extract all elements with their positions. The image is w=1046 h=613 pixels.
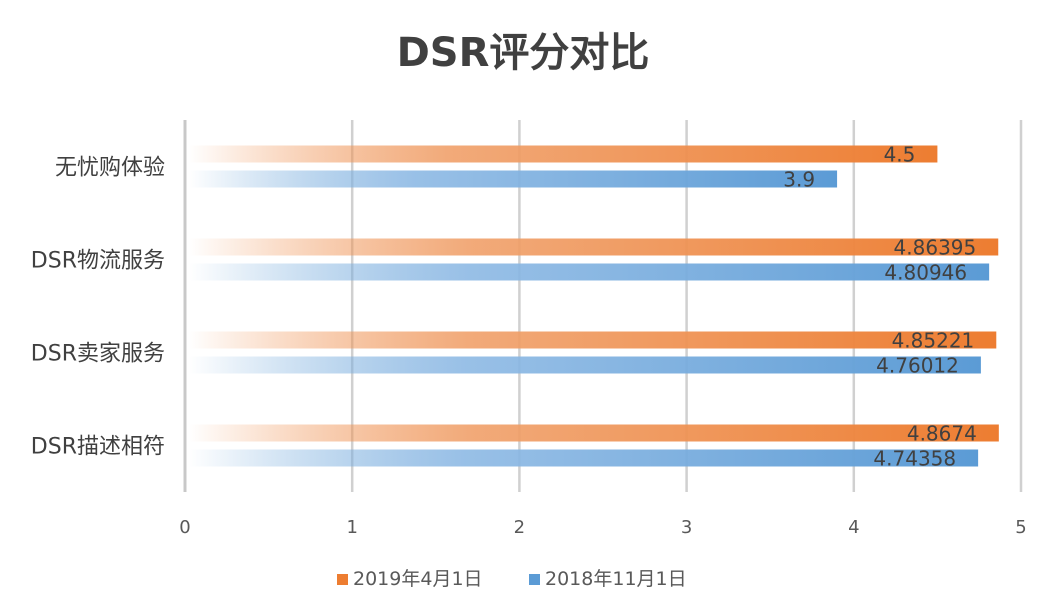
bar [189,356,981,374]
bars [189,145,999,467]
bar [189,238,999,256]
data-label: 3.9 [783,168,815,192]
data-label: 4.76012 [876,354,959,378]
chart-title: DSR评分对比 [397,30,650,76]
x-tick-label: 2 [514,517,525,538]
legend: 2019年4月1日 2018年11月1日 [337,568,687,590]
legend-swatch [529,574,540,585]
category-label: 无忧购体验 [55,156,165,181]
data-label: 4.80946 [884,261,967,285]
x-tick-labels: 0 1 2 3 4 5 [179,517,1026,538]
legend-label: 2018年11月1日 [545,568,687,590]
category-label: DSR物流服务 [31,249,165,274]
x-tick-label: 1 [346,517,357,538]
data-label: 4.74358 [873,447,956,471]
legend-label: 2019年4月1日 [353,568,483,590]
data-label: 4.85221 [892,329,975,353]
bar [189,145,938,163]
data-label: 4.8674 [907,422,977,446]
category-labels: 无忧购体验 DSR物流服务 DSR卖家服务 DSR描述相符 [31,156,165,460]
category-label: DSR卖家服务 [31,342,165,367]
bar [189,449,979,467]
bar [189,170,838,188]
data-label: 4.5 [884,143,916,167]
x-tick-label: 3 [681,517,692,538]
bar [189,331,997,349]
x-tick-label: 5 [1015,517,1026,538]
x-tick-label: 4 [848,517,859,538]
x-tick-label: 0 [179,517,190,538]
bar [189,263,990,281]
bar [189,424,999,442]
data-label: 4.86395 [894,236,977,260]
legend-swatch [337,574,348,585]
category-label: DSR描述相符 [31,435,165,460]
